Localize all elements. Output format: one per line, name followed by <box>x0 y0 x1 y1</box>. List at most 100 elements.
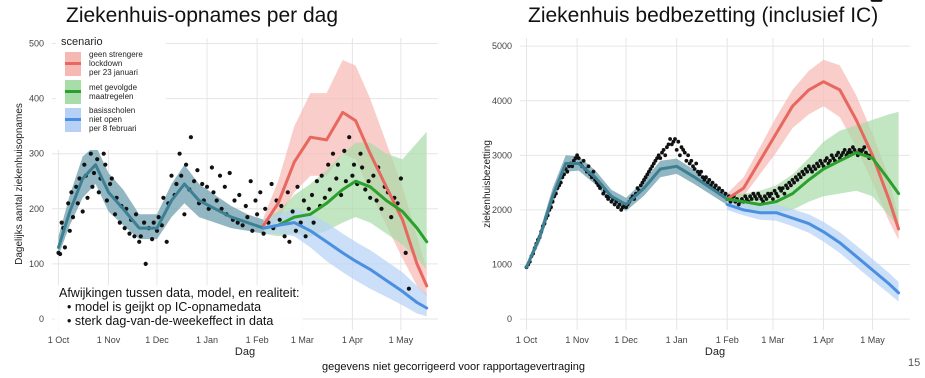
data-point <box>694 161 699 166</box>
data-point <box>699 169 703 174</box>
y-tick-label: 0 <box>39 314 44 324</box>
legend-item-lockdown: geen strengere lockdown per 23 januari <box>56 50 166 78</box>
data-point <box>269 181 274 187</box>
data-point <box>293 228 298 233</box>
data-point <box>250 228 255 233</box>
data-point <box>174 181 179 187</box>
data-point <box>154 228 160 233</box>
data-point <box>674 148 679 152</box>
x-tick-label: 1 Nov <box>565 335 589 345</box>
data-point <box>184 162 189 167</box>
data-point <box>80 209 85 214</box>
data-point <box>769 191 774 196</box>
data-point <box>243 203 248 209</box>
legend-item-measures: met gevolgde maatregelen <box>56 78 166 106</box>
data-point <box>575 153 579 158</box>
data-point <box>682 150 687 155</box>
data-point <box>279 203 284 209</box>
data-point <box>810 169 814 174</box>
data-point <box>235 220 240 225</box>
data-point <box>567 164 571 169</box>
data-point <box>650 164 655 169</box>
data-point <box>663 153 668 158</box>
data-point <box>67 228 72 233</box>
data-point <box>301 198 306 203</box>
y-tick-label: 100 <box>29 259 44 269</box>
data-point <box>403 250 408 255</box>
data-point <box>689 158 694 163</box>
data-point <box>95 157 100 162</box>
data-point <box>692 167 697 171</box>
data-point <box>571 158 576 163</box>
data-point <box>211 190 216 195</box>
y-tick-label: 500 <box>29 39 44 49</box>
data-point <box>666 142 671 147</box>
data-point <box>713 183 718 188</box>
data-point <box>816 164 821 169</box>
data-point <box>828 158 832 163</box>
data-point <box>813 167 818 171</box>
data-point <box>69 190 74 195</box>
data-point <box>222 184 227 189</box>
data-point <box>209 165 214 170</box>
y-axis-title: Dagelijks aantal ziekenhuisopnames <box>14 103 25 265</box>
data-point <box>785 186 790 191</box>
confidence-band <box>263 60 427 297</box>
annotation-title: Afwijkingen tussen data, model, en reali… <box>59 286 300 300</box>
y-axis-title: ziekenhuisbezetting <box>482 140 493 228</box>
data-point <box>374 198 379 203</box>
x-tick-label: 1 Oct <box>48 335 70 345</box>
x-tick-label: 1 Apr <box>342 335 363 345</box>
data-point <box>255 212 260 217</box>
data-point <box>74 184 79 189</box>
data-point <box>710 180 715 185</box>
series-line <box>262 179 429 244</box>
y-tick-label: 0 <box>507 314 512 324</box>
x-tick-label: 1 May <box>389 335 414 345</box>
data-point <box>862 145 867 150</box>
data-point <box>586 164 591 169</box>
data-point <box>360 165 365 170</box>
data-point <box>159 223 164 228</box>
data-point <box>285 190 290 195</box>
data-point <box>109 176 114 181</box>
data-point <box>581 158 586 163</box>
data-point <box>277 217 282 222</box>
data-point <box>200 181 205 187</box>
legend-label: per 23 januari <box>89 68 138 77</box>
data-point <box>782 191 787 196</box>
data-point <box>309 192 315 198</box>
data-point <box>363 187 368 192</box>
data-point <box>342 148 347 153</box>
data-point <box>797 172 801 177</box>
y-tick-label: 1000 <box>492 260 512 270</box>
data-point <box>96 190 101 195</box>
data-point <box>117 220 122 225</box>
data-point <box>764 197 769 201</box>
data-point <box>798 175 803 180</box>
legend-title: scenario <box>61 36 103 48</box>
data-point <box>820 161 824 166</box>
data-point <box>398 176 403 181</box>
data-point <box>70 215 76 220</box>
data-point <box>343 179 348 184</box>
data-point <box>66 201 71 206</box>
data-point <box>330 151 336 156</box>
data-point <box>232 198 237 203</box>
data-point <box>127 231 132 236</box>
data-point <box>347 135 352 140</box>
data-point <box>661 148 666 152</box>
data-point <box>638 183 643 188</box>
data-point <box>112 212 118 217</box>
y-tick-label: 4000 <box>492 96 512 106</box>
data-point <box>591 169 596 174</box>
data-point <box>389 215 394 220</box>
series-line <box>725 203 901 295</box>
data-point <box>802 172 806 177</box>
data-point <box>829 153 834 158</box>
confidence-band <box>58 145 264 256</box>
series-line <box>525 162 729 269</box>
data-point <box>91 170 97 176</box>
data-point <box>195 168 200 173</box>
data-point <box>789 183 793 188</box>
